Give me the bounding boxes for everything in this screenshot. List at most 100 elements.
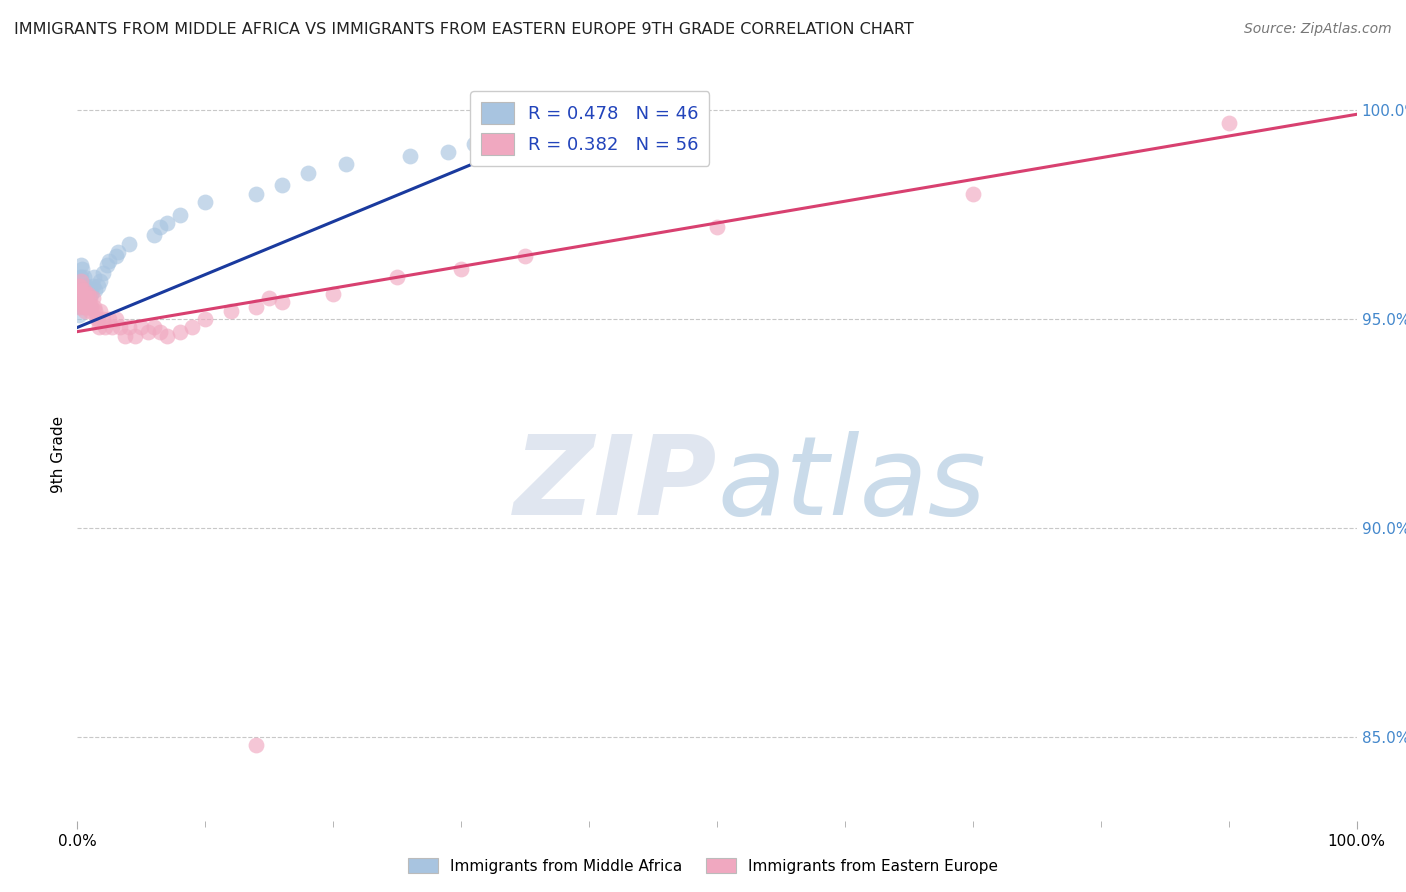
Point: [84, 283, 107, 297]
Point: [117, 236, 139, 251]
Point: [73, 270, 96, 285]
Point: [387, 270, 409, 285]
Point: [245, 186, 267, 201]
Point: [76, 300, 98, 314]
Point: [70, 287, 93, 301]
Point: [67, 291, 90, 305]
Point: [399, 149, 422, 163]
Point: [75, 278, 97, 293]
Point: [169, 208, 191, 222]
Text: ZIP: ZIP: [513, 431, 717, 538]
Point: [82, 278, 104, 293]
Point: [73, 295, 96, 310]
Text: atlas: atlas: [717, 431, 986, 538]
Point: [87, 278, 110, 293]
Point: [194, 195, 217, 210]
Point: [101, 320, 124, 334]
Point: [73, 278, 96, 293]
Point: [156, 328, 179, 343]
Point: [169, 325, 191, 339]
Legend: R = 0.478   N = 46, R = 0.382   N = 56: R = 0.478 N = 46, R = 0.382 N = 56: [470, 91, 709, 166]
Point: [149, 325, 172, 339]
Point: [75, 300, 97, 314]
Point: [76, 287, 98, 301]
Point: [515, 249, 537, 263]
Point: [259, 291, 281, 305]
Text: IMMIGRANTS FROM MIDDLE AFRICA VS IMMIGRANTS FROM EASTERN EUROPE 9TH GRADE CORREL: IMMIGRANTS FROM MIDDLE AFRICA VS IMMIGRA…: [14, 22, 914, 37]
Y-axis label: 9th Grade: 9th Grade: [51, 417, 66, 493]
Point: [73, 283, 96, 297]
Point: [108, 320, 131, 334]
Point: [463, 136, 485, 151]
Point: [156, 216, 179, 230]
Point: [72, 283, 94, 297]
Point: [1218, 115, 1240, 129]
Point: [73, 283, 96, 297]
Point: [450, 261, 472, 276]
Point: [67, 278, 90, 293]
Point: [94, 320, 117, 334]
Point: [706, 220, 728, 235]
Point: [87, 320, 110, 334]
Point: [271, 295, 294, 310]
Point: [72, 295, 94, 310]
Point: [107, 245, 129, 260]
Point: [69, 278, 91, 293]
Point: [67, 308, 90, 322]
Point: [104, 249, 127, 263]
Point: [72, 261, 94, 276]
Point: [437, 145, 460, 159]
Point: [219, 303, 242, 318]
Point: [67, 278, 90, 293]
Point: [181, 320, 204, 334]
Point: [131, 320, 153, 334]
Point: [245, 739, 267, 753]
Point: [79, 300, 101, 314]
Point: [245, 300, 267, 314]
Text: Source: ZipAtlas.com: Source: ZipAtlas.com: [1244, 22, 1392, 37]
Point: [91, 266, 114, 280]
Point: [89, 275, 111, 289]
Point: [83, 270, 105, 285]
Point: [87, 312, 110, 326]
Point: [77, 295, 100, 310]
Point: [79, 291, 101, 305]
Point: [67, 300, 90, 314]
Point: [70, 270, 93, 285]
Point: [70, 258, 93, 272]
Point: [69, 287, 91, 301]
Point: [83, 300, 105, 314]
Point: [69, 291, 91, 305]
Point: [962, 186, 984, 201]
Point: [136, 325, 159, 339]
Point: [89, 303, 111, 318]
Point: [76, 283, 98, 297]
Point: [91, 312, 114, 326]
Point: [70, 275, 93, 289]
Point: [104, 312, 127, 326]
Point: [84, 303, 107, 318]
Point: [75, 291, 97, 305]
Point: [271, 178, 294, 193]
Point: [143, 320, 166, 334]
Point: [194, 312, 217, 326]
Point: [322, 287, 344, 301]
Point: [80, 287, 103, 301]
Point: [73, 291, 96, 305]
Point: [86, 312, 108, 326]
Legend: Immigrants from Middle Africa, Immigrants from Eastern Europe: Immigrants from Middle Africa, Immigrant…: [402, 852, 1004, 880]
Point: [79, 283, 101, 297]
Point: [98, 312, 121, 326]
Point: [114, 328, 136, 343]
Point: [335, 157, 357, 171]
Point: [149, 220, 172, 235]
Point: [98, 253, 121, 268]
Point: [117, 320, 139, 334]
Point: [75, 287, 97, 301]
Point: [79, 303, 101, 318]
Point: [82, 291, 104, 305]
Point: [73, 291, 96, 305]
Point: [73, 303, 96, 318]
Point: [565, 115, 588, 129]
Point: [77, 291, 100, 305]
